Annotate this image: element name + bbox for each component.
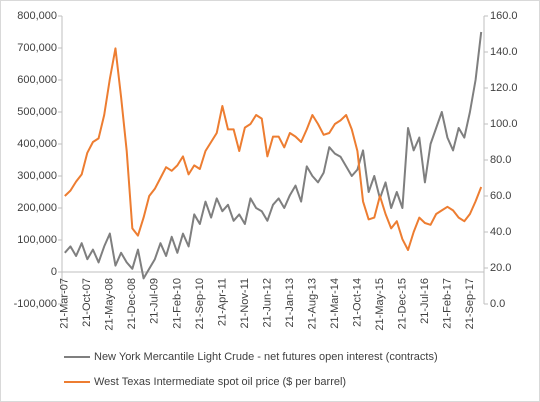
y-tick-label: 500,000 [17, 106, 57, 118]
y-tick-label: 0 [51, 266, 57, 278]
y2-tick-label: 120.0 [490, 82, 518, 94]
x-tick-label: 21-Mar-14 [329, 278, 341, 329]
y-tick-label: 100,000 [17, 234, 57, 246]
x-tick-label: 21-May-08 [104, 278, 116, 331]
x-tick-label: 21-Aug-13 [306, 278, 318, 329]
y2-tick-label: 160.0 [490, 10, 518, 22]
x-tick-label: 21-Sep-10 [194, 278, 206, 329]
x-tick-label: 21-Dec-08 [126, 278, 138, 329]
x-tick-label: 21-Jul-09 [149, 278, 161, 324]
y2-tick-label: 20.0 [490, 262, 511, 274]
y-tick-label: 300,000 [17, 170, 57, 182]
x-tick-label: 21-Jun-12 [261, 278, 273, 328]
y-tick-label: -100,000 [14, 298, 57, 310]
y-tick-label: 700,000 [17, 42, 57, 54]
x-tick-label: 21-Oct-07 [81, 278, 93, 327]
series-line [64, 47, 483, 251]
y2-tick-label: 40.0 [490, 226, 511, 238]
y-tick-label: 800,000 [17, 10, 57, 22]
x-tick-label: 21-Oct-14 [351, 278, 363, 327]
x-tick-label: 21-Apr-11 [216, 278, 228, 326]
x-tick-label: 21-Sep-17 [464, 278, 476, 329]
legend-label: New York Mercantile Light Crude - net fu… [94, 351, 438, 363]
y2-tick-label: 140.0 [490, 46, 518, 58]
legend-label: West Texas Intermediate spot oil price (… [94, 376, 346, 388]
x-tick-label: 21-Nov-11 [239, 278, 251, 329]
y2-tick-label: 100.0 [490, 118, 518, 130]
x-tick-label: 21-Jul-16 [419, 278, 431, 324]
x-tick-label: 21-Mar-07 [59, 278, 71, 329]
x-tick-label: 21-Dec-15 [396, 278, 408, 329]
y2-tick-label: 60.0 [490, 190, 511, 202]
series-line [64, 31, 483, 280]
x-tick-label: 21-Feb-17 [441, 278, 453, 329]
y-tick-label: 600,000 [17, 74, 57, 86]
y2-tick-label: 0.0 [490, 298, 505, 310]
y-tick-label: 400,000 [17, 138, 57, 150]
y-tick-label: 200,000 [17, 202, 57, 214]
x-tick-label: 21-Jan-13 [284, 278, 296, 328]
x-tick-label: 21-May-15 [374, 278, 386, 331]
x-tick-label: 21-Feb-10 [171, 278, 183, 329]
y2-tick-label: 80.0 [490, 154, 511, 166]
